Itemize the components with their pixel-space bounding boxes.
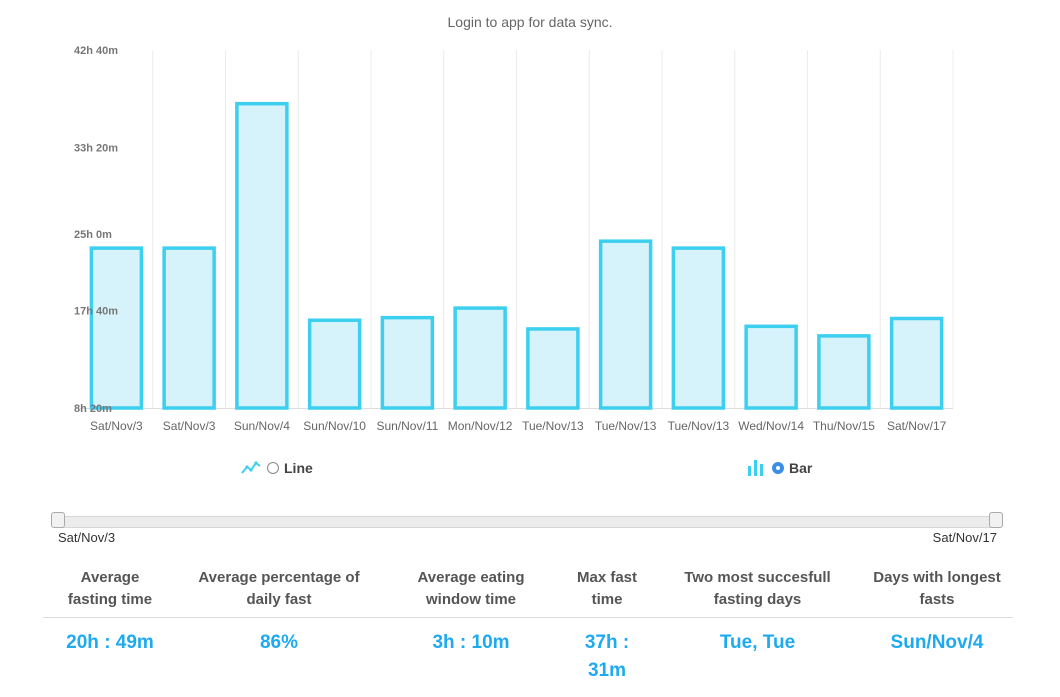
bar-toggle[interactable]: Bar (746, 458, 812, 478)
bar-radio[interactable] (772, 462, 784, 474)
bar[interactable] (162, 246, 216, 410)
x-tick-label: Tue/Nov/13 (522, 419, 584, 433)
range-end-label: Sat/Nov/17 (932, 530, 997, 545)
stat-header-best-days: Two most succesfull fasting days (684, 569, 831, 608)
bar[interactable] (89, 246, 144, 410)
x-tick-label: Mon/Nov/12 (448, 419, 513, 433)
stat-value-avg-eating-window: 3h : 10m (432, 632, 510, 653)
bar[interactable] (671, 246, 726, 410)
date-range-slider-track[interactable] (58, 516, 1000, 528)
bar[interactable] (889, 316, 944, 410)
bar[interactable] (817, 334, 871, 410)
x-tick-label: Sat/Nov/3 (163, 419, 216, 433)
bar[interactable] (307, 318, 362, 410)
stat-value-max-fast: 37h : 31m (584, 632, 630, 681)
stats-divider (43, 617, 1013, 618)
stat-value-avg-fasting: 20h : 49m (66, 632, 154, 653)
stat-value-best-days: Tue, Tue (719, 632, 796, 653)
stat-header-max-fast: Max fast time (576, 569, 638, 608)
stat-header-longest-fasts: Days with longest fasts (873, 569, 1001, 608)
y-tick-label: 33h 20m (74, 142, 118, 154)
range-end-handle[interactable] (989, 512, 1003, 528)
bar[interactable] (453, 306, 507, 410)
stat-value-longest-fasts: Sun/Nov/4 (890, 632, 984, 653)
line-radio[interactable] (267, 462, 279, 474)
fasting-bar-chart: 42h 40m 33h 20m 25h 0m 17h 40m 8h 20m Sat/Nov… (74, 45, 954, 433)
y-tick-label: 8h 20m (74, 403, 112, 415)
x-tick-label: Thu/Nov/15 (813, 419, 875, 433)
stat-header-avg-percentage: Average percentage of daily fast (198, 569, 360, 608)
x-tick-label: Sat/Nov/3 (90, 419, 143, 433)
range-start-handle[interactable] (51, 512, 65, 528)
line-toggle[interactable]: Line (241, 458, 313, 478)
bar[interactable] (235, 101, 289, 410)
bar[interactable] (380, 315, 435, 410)
x-tick-label: Sat/Nov/17 (887, 419, 947, 433)
bar-chart-icon (748, 460, 763, 476)
line-chart-icon (241, 461, 261, 474)
stat-header-avg-fasting: Average fasting time (67, 569, 153, 608)
x-tick-label: Tue/Nov/13 (595, 419, 657, 433)
sync-notice: Login to app for data sync. (447, 14, 613, 30)
stat-value-avg-percentage: 86% (259, 632, 299, 653)
x-tick-label: Sun/Nov/11 (376, 419, 438, 433)
y-tick-label: 42h 40m (74, 45, 118, 57)
x-tick-label: Sun/Nov/4 (234, 419, 290, 433)
y-tick-label: 17h 40m (74, 306, 118, 318)
x-tick-label: Sun/Nov/10 (303, 419, 366, 433)
range-start-label: Sat/Nov/3 (58, 530, 116, 545)
bar[interactable] (526, 327, 580, 410)
x-tick-label: Wed/Nov/14 (738, 419, 804, 433)
x-tick-label: Tue/Nov/13 (668, 419, 730, 433)
bar[interactable] (744, 324, 798, 410)
stat-header-avg-eating-window: Average eating window time (417, 569, 525, 608)
bar-label: Bar (789, 460, 813, 476)
bar[interactable] (598, 239, 653, 410)
line-label: Line (284, 460, 313, 476)
y-tick-label: 25h 0m (74, 229, 112, 241)
